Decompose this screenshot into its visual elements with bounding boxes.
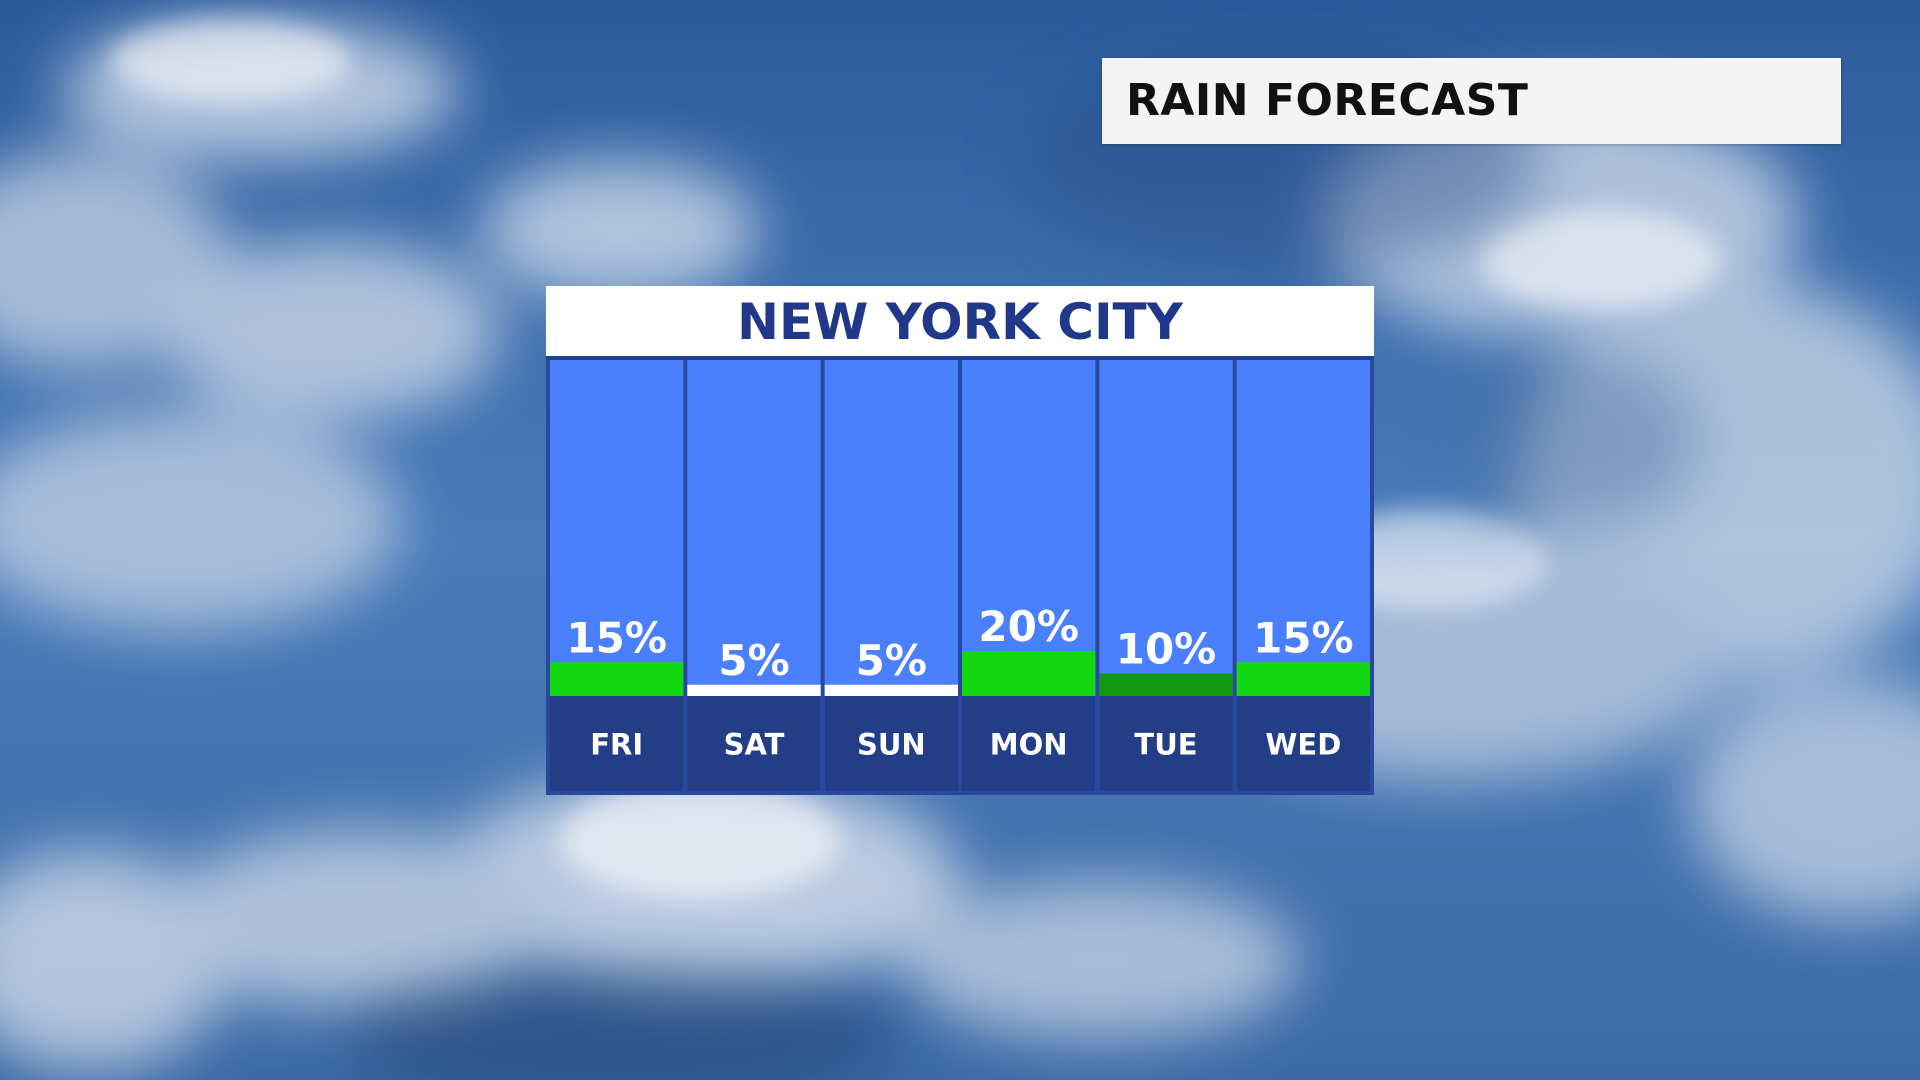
city-title-box: NEW YORK CITY [546,286,1374,360]
rain-bar-sun [824,684,958,696]
rain-bar-mon [962,651,1096,696]
day-band-fri [550,696,684,791]
day-label-mon: MON [990,728,1068,762]
forecast-panel: NEW YORK CITY 15% FRI 5% SAT 5% SUN 20% MON 10% T… [546,286,1374,795]
chart-frame [546,360,1374,795]
day-band-sat [687,696,821,791]
day-label-sat: SAT [724,728,785,762]
day-label-fri: FRI [590,728,643,762]
rain-bar-fri [550,662,684,696]
rain-bar-wed [1236,662,1370,696]
day-label-sun: SUN [857,728,926,762]
day-band-tue [1099,696,1233,791]
rain-chance-chart: 15% FRI 5% SAT 5% SUN 20% MON 10% TUE 15% WED [546,360,1374,795]
header-title: RAIN FORECAST [1126,75,1529,126]
value-label-tue: 10% [1116,625,1217,674]
value-label-wed: 15% [1253,613,1354,662]
rain-bar-sat [687,684,821,696]
chart-title: NEW YORK CITY [737,293,1183,351]
day-band-wed [1236,696,1370,791]
value-label-mon: 20% [978,602,1079,651]
rain-forecast-header: RAIN FORECAST [1102,58,1841,144]
value-label-sat: 5% [718,636,789,685]
value-label-fri: 15% [566,613,667,662]
day-label-wed: WED [1265,728,1341,762]
value-label-sun: 5% [856,636,927,685]
day-band-sun [824,696,958,791]
day-label-tue: TUE [1134,728,1197,762]
rain-bar-tue [1099,673,1233,696]
day-band-mon [962,696,1096,791]
